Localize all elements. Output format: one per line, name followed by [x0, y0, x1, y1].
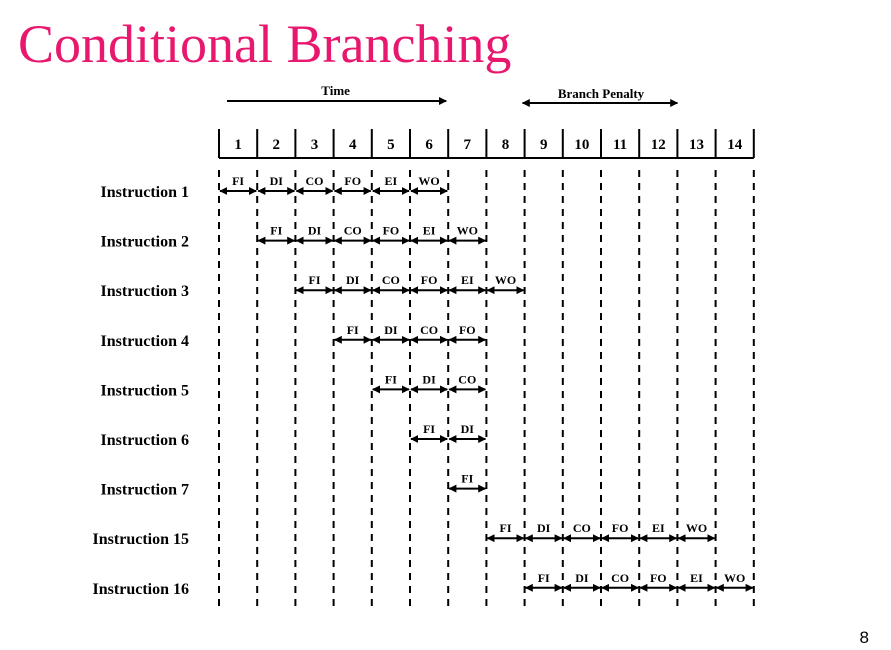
page-number: 8 — [859, 628, 869, 647]
stage-label: FO — [612, 521, 629, 535]
stage-label: CO — [306, 174, 324, 188]
cycle-number: 1 — [234, 137, 242, 153]
instruction-label: Instruction 5 — [101, 382, 189, 399]
cycle-number: 9 — [540, 137, 548, 153]
stage-label: FO — [344, 174, 361, 188]
stage-label: EI — [423, 224, 436, 238]
instruction-row: Instruction 16 FI DI CO FO EI WO — [93, 571, 754, 598]
stage-label: EI — [385, 174, 398, 188]
cycle-number: 2 — [273, 137, 281, 153]
stage-label: CO — [573, 521, 591, 535]
stage-label: DI — [308, 224, 322, 238]
cycle-header: 1 2 3 4 5 6 7 8 9 10 11 12 13 14 — [218, 129, 755, 159]
stage-label: WO — [418, 174, 439, 188]
stage-label: WO — [724, 571, 745, 585]
stage-label: CO — [344, 224, 362, 238]
instruction-row: Instruction 7 FI — [101, 472, 487, 499]
stage-label: WO — [457, 224, 478, 238]
stage-label: DI — [537, 521, 551, 535]
stage-label: FO — [459, 323, 476, 337]
stage-label: CO — [382, 273, 400, 287]
stage-label: CO — [420, 323, 438, 337]
cycle-number: 7 — [464, 137, 472, 153]
instruction-label: Instruction 6 — [101, 432, 189, 449]
stage-label: FI — [270, 224, 282, 238]
stage-label: DI — [384, 323, 398, 337]
stage-label: DI — [422, 372, 436, 386]
time-label: Time — [321, 83, 350, 98]
stage-label: FI — [232, 174, 244, 188]
cycle-number: 14 — [727, 137, 743, 153]
cycle-number: 4 — [349, 137, 357, 153]
branch-penalty-label: Branch Penalty — [558, 86, 645, 101]
instruction-row: Instruction 1 FI DI CO FO EI WO — [101, 174, 449, 201]
stage-label: EI — [461, 273, 474, 287]
instruction-row: Instruction 2 FI DI CO FO EI WO — [101, 224, 487, 251]
instruction-label: Instruction 4 — [101, 333, 189, 350]
cycle-number: 5 — [387, 137, 395, 153]
cycle-number: 8 — [502, 137, 510, 153]
stage-label: EI — [690, 571, 703, 585]
cycle-number: 13 — [689, 137, 704, 153]
stage-label: CO — [458, 372, 476, 386]
cycle-number: 12 — [651, 137, 666, 153]
instruction-rows: Instruction 1 FI DI CO FO EI WO Instruction 2 FI… — [93, 174, 754, 598]
instruction-label: Instruction 3 — [101, 283, 189, 300]
cycle-boundary-lines — [218, 170, 755, 612]
stage-label: WO — [686, 521, 707, 535]
instruction-label: Instruction 2 — [101, 234, 189, 251]
stage-label: FI — [347, 323, 359, 337]
stage-label: DI — [461, 422, 475, 436]
stage-label: FI — [309, 273, 321, 287]
instruction-label: Instruction 7 — [101, 482, 189, 499]
stage-label: DI — [346, 273, 360, 287]
stage-label: WO — [495, 273, 516, 287]
stage-label: FI — [423, 422, 435, 436]
cycle-number: 6 — [425, 137, 433, 153]
stage-label: FO — [383, 224, 400, 238]
slide-title: Conditional Branching — [18, 14, 512, 74]
cycle-number: 11 — [613, 137, 627, 153]
cycle-number: 10 — [574, 137, 589, 153]
stage-label: DI — [270, 174, 284, 188]
stage-label: FI — [385, 372, 397, 386]
stage-label: DI — [575, 571, 589, 585]
cycle-number: 3 — [311, 137, 319, 153]
instruction-label: Instruction 16 — [93, 581, 189, 598]
stage-label: FO — [650, 571, 667, 585]
instruction-row: Instruction 15 FI DI CO FO EI WO — [93, 521, 716, 548]
instruction-label: Instruction 15 — [93, 531, 189, 548]
stage-label: EI — [652, 521, 665, 535]
stage-label: CO — [611, 571, 629, 585]
stage-label: FI — [461, 472, 473, 486]
stage-label: FI — [538, 571, 550, 585]
stage-label: FO — [421, 273, 438, 287]
instruction-row: Instruction 3 FI DI CO FO EI WO — [101, 273, 525, 300]
instruction-row: Instruction 6 FI DI — [101, 422, 487, 449]
instruction-row: Instruction 5 FI DI CO — [101, 372, 487, 399]
instruction-label: Instruction 1 — [101, 184, 189, 201]
instruction-row: Instruction 4 FI DI CO FO — [101, 323, 487, 350]
stage-label: FI — [500, 521, 512, 535]
